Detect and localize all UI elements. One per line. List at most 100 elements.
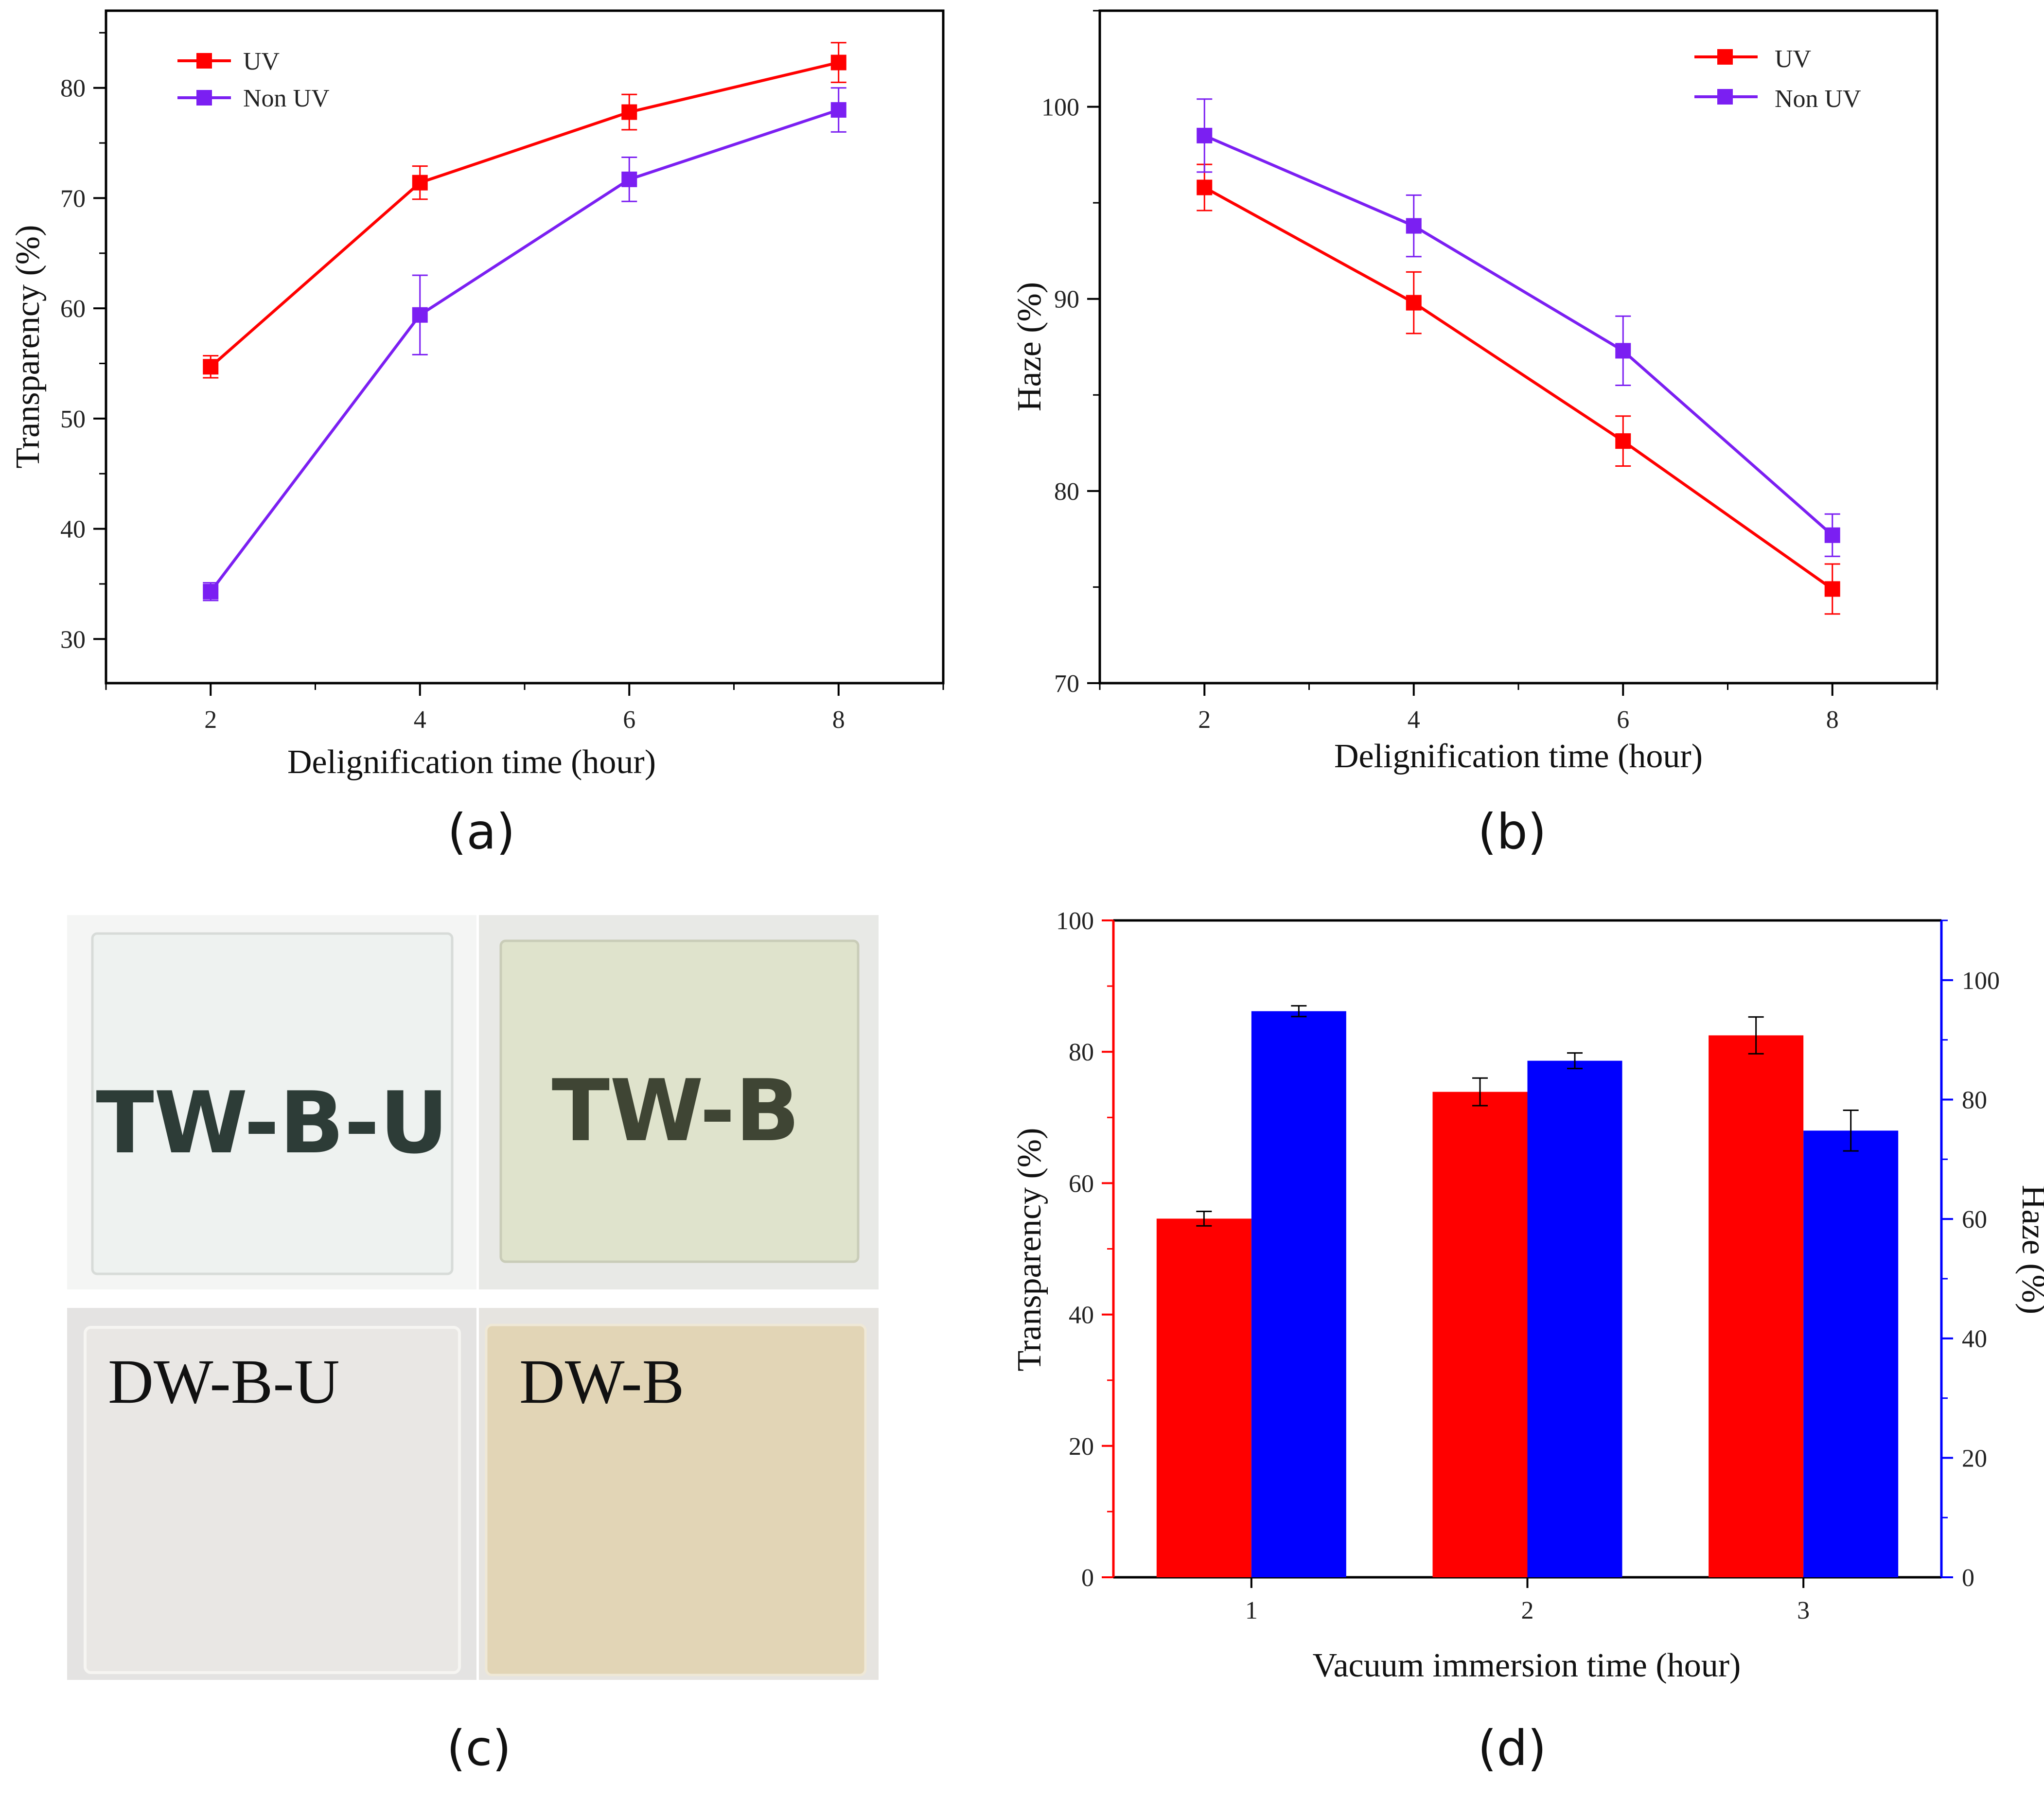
legend-non-uv-label: Non UV: [243, 85, 330, 112]
legend-non-uv-marker: [1717, 89, 1733, 105]
x-tick-label: 2: [204, 706, 217, 734]
data-point-uv: [1197, 179, 1213, 195]
legend-uv-label: UV: [1775, 45, 1811, 73]
y-tick-label: 80: [60, 75, 86, 103]
sample-tw-b: TW-B: [479, 915, 879, 1289]
sample-tw-b-u-label: TW-B-U: [96, 1074, 448, 1173]
chart-a-xlabel: Delignification time (hour): [287, 743, 656, 781]
y-right-tick-label: 60: [1962, 1206, 1987, 1234]
chart-b-legend: UV Non UV: [1694, 45, 1861, 113]
data-point-non-uv: [1824, 527, 1840, 543]
bar-transparency: [1709, 1035, 1804, 1577]
chart-a-legend: UV Non UV: [177, 48, 330, 112]
chart-a-transparency-line: 2 4 6 8 30 40 50 60 70 80 UV Non UV Delignificati…: [9, 9, 945, 781]
sample-dw-b-label: DW-B: [519, 1347, 684, 1417]
data-point-uv: [830, 54, 846, 71]
x-tick-label: 8: [1826, 706, 1839, 734]
y-right-tick-label: 100: [1962, 967, 2000, 995]
x-tick-label: 6: [1617, 706, 1629, 734]
panel-c-label: (c): [446, 1720, 511, 1777]
series-line-non-uv: [209, 108, 839, 593]
chart-a-ylabel: Transparency (%): [9, 225, 47, 469]
y-tick-label: 50: [60, 406, 86, 433]
chart-d-ylabel-left: Transparency (%): [1011, 1128, 1048, 1372]
y-left-tick-label: 80: [1069, 1039, 1094, 1066]
y-right-tick-label: 20: [1962, 1445, 1987, 1472]
chart-b-ylabel: Haze (%): [1011, 282, 1048, 411]
data-point-non-uv: [830, 102, 846, 118]
sample-dw-b: DW-B: [479, 1308, 879, 1680]
y-left-tick-label: 100: [1056, 907, 1094, 935]
series-line-uv: [1203, 186, 1833, 590]
data-point-uv: [412, 175, 428, 191]
x-tick-label: 4: [414, 706, 426, 734]
legend-non-uv-label: Non UV: [1775, 85, 1861, 113]
panel-d-label: (d): [1478, 1720, 1547, 1777]
panel-b-label: (b): [1478, 803, 1547, 860]
x-tick-label: 6: [623, 706, 635, 734]
y-tick-label: 100: [1041, 94, 1079, 122]
y-right-tick-label: 40: [1962, 1325, 1987, 1353]
x-tick-label: 8: [832, 706, 845, 734]
chart-b-haze-line: 2 4 6 8 70 80 90 100 UV Non UV Delignification …: [1011, 9, 1938, 775]
legend-uv-marker: [196, 53, 212, 69]
data-point-non-uv: [621, 171, 637, 187]
data-point-non-uv: [1406, 218, 1422, 234]
data-point-non-uv: [1615, 343, 1631, 359]
y-tick-label: 80: [1054, 478, 1079, 506]
y-right-tick-label: 0: [1962, 1564, 1974, 1592]
chart-b-xlabel: Delignification time (hour): [1334, 738, 1703, 775]
x-tick-label: 2: [1521, 1597, 1534, 1624]
y-right-tick-label: 80: [1962, 1086, 1987, 1114]
data-point-non-uv: [412, 307, 428, 323]
legend-uv-marker: [1717, 49, 1733, 65]
sample-dw-b-film: [485, 1323, 867, 1676]
y-left-tick-label: 0: [1081, 1564, 1094, 1592]
y-tick-label: 40: [60, 516, 86, 544]
sample-dw-b-u-film: [84, 1326, 461, 1674]
sample-tw-b-u-film: [91, 932, 454, 1275]
bar-haze: [1803, 1130, 1899, 1577]
chart-b-marks: 2 4 6 8 70 80 90 100: [1041, 10, 1938, 734]
y-tick-label: 30: [60, 626, 86, 653]
series-line-uv: [210, 61, 839, 368]
sample-photo-grid: TW-B-U TW-B DW-B-U DW-B: [67, 915, 879, 1680]
sample-tw-b-label: TW-B: [552, 1062, 800, 1161]
data-point-non-uv: [1197, 127, 1213, 143]
y-tick-label: 90: [1054, 286, 1079, 314]
y-tick-label: 70: [1054, 670, 1079, 698]
x-tick-label: 3: [1797, 1597, 1810, 1624]
bar-transparency: [1156, 1218, 1251, 1577]
y-tick-label: 70: [60, 185, 86, 212]
x-tick-label: 4: [1408, 706, 1420, 734]
sample-tw-b-film: [499, 939, 860, 1263]
bar-haze: [1251, 1011, 1346, 1577]
y-left-tick-label: 20: [1069, 1433, 1094, 1461]
sample-dw-b-u-label: DW-B-U: [108, 1347, 340, 1417]
x-tick-label: 1: [1245, 1597, 1258, 1624]
chart-d-xlabel: Vacuum immersion time (hour): [1313, 1647, 1741, 1684]
legend-uv-label: UV: [243, 48, 280, 75]
legend-non-uv-marker: [196, 90, 212, 106]
panel-a-label: (a): [447, 803, 515, 860]
sample-dw-b-u: DW-B-U: [67, 1308, 476, 1680]
chart-a-marks: 2 4 6 8 30 40 50 60 70 80: [60, 32, 944, 734]
sample-tw-b-u: TW-B-U: [67, 915, 476, 1289]
series-line-non-uv: [1204, 134, 1833, 536]
y-tick-label: 60: [60, 295, 86, 323]
bar-haze: [1527, 1060, 1622, 1577]
data-point-uv: [621, 104, 637, 120]
data-point-uv: [1615, 433, 1631, 449]
y-left-tick-label: 60: [1069, 1170, 1094, 1198]
data-point-non-uv: [203, 583, 219, 600]
chart-d-transparency-haze-bar: 1 2 3 0 20 40 60 80 100 0 20 40 60 80 100 Vacuum immer…: [1011, 907, 2044, 1684]
y-left-tick-label: 40: [1069, 1302, 1094, 1329]
bar-transparency: [1432, 1092, 1528, 1577]
data-point-uv: [1406, 295, 1422, 311]
data-point-uv: [1824, 581, 1840, 597]
data-point-uv: [203, 359, 219, 375]
chart-d-ylabel-right: Haze (%): [2015, 1185, 2044, 1314]
chart-d-marks: 1 2 3 0 20 40 60 80 100 0 20 40 60 80 100: [1056, 907, 2000, 1624]
x-tick-label: 2: [1198, 706, 1211, 734]
